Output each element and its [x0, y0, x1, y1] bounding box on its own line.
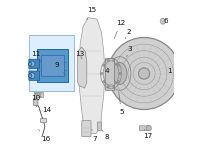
Circle shape: [117, 81, 119, 83]
Text: 16: 16: [38, 129, 50, 142]
Text: 3: 3: [126, 46, 132, 57]
FancyBboxPatch shape: [98, 122, 102, 131]
Circle shape: [113, 86, 115, 88]
Circle shape: [101, 72, 103, 75]
Circle shape: [146, 126, 151, 131]
Circle shape: [29, 61, 35, 67]
FancyBboxPatch shape: [41, 55, 64, 76]
Text: 9: 9: [54, 62, 65, 74]
Circle shape: [107, 86, 109, 88]
Circle shape: [28, 74, 32, 77]
FancyBboxPatch shape: [33, 99, 38, 106]
Text: 15: 15: [87, 7, 97, 20]
FancyBboxPatch shape: [139, 126, 150, 131]
Circle shape: [35, 93, 38, 95]
Circle shape: [103, 64, 105, 66]
Polygon shape: [77, 47, 87, 88]
Text: 6: 6: [162, 18, 168, 24]
Circle shape: [117, 64, 119, 66]
FancyBboxPatch shape: [82, 121, 91, 137]
Circle shape: [108, 37, 180, 110]
Text: 12: 12: [114, 20, 125, 39]
FancyBboxPatch shape: [34, 92, 43, 97]
Circle shape: [119, 72, 121, 75]
Text: 8: 8: [102, 130, 109, 140]
Text: 13: 13: [76, 51, 85, 59]
Polygon shape: [79, 18, 105, 134]
FancyBboxPatch shape: [29, 35, 74, 91]
Circle shape: [113, 59, 115, 61]
Text: 14: 14: [42, 107, 51, 118]
Text: 1: 1: [167, 68, 172, 74]
Text: 2: 2: [125, 29, 131, 39]
FancyBboxPatch shape: [161, 18, 164, 24]
FancyBboxPatch shape: [29, 59, 40, 69]
FancyBboxPatch shape: [105, 58, 114, 90]
Text: 10: 10: [31, 95, 41, 101]
Ellipse shape: [109, 57, 131, 90]
Circle shape: [139, 68, 150, 79]
Circle shape: [29, 73, 35, 79]
Circle shape: [28, 62, 32, 66]
Text: 11: 11: [31, 51, 41, 61]
Text: 17: 17: [143, 129, 152, 139]
Circle shape: [160, 19, 165, 24]
Text: 5: 5: [119, 92, 124, 115]
FancyBboxPatch shape: [40, 118, 46, 122]
Ellipse shape: [113, 62, 127, 85]
FancyBboxPatch shape: [29, 71, 40, 80]
Circle shape: [39, 93, 41, 95]
Circle shape: [107, 59, 109, 61]
FancyBboxPatch shape: [37, 49, 68, 82]
Text: 7: 7: [92, 129, 97, 142]
Circle shape: [103, 81, 105, 83]
Text: 4: 4: [104, 68, 110, 74]
